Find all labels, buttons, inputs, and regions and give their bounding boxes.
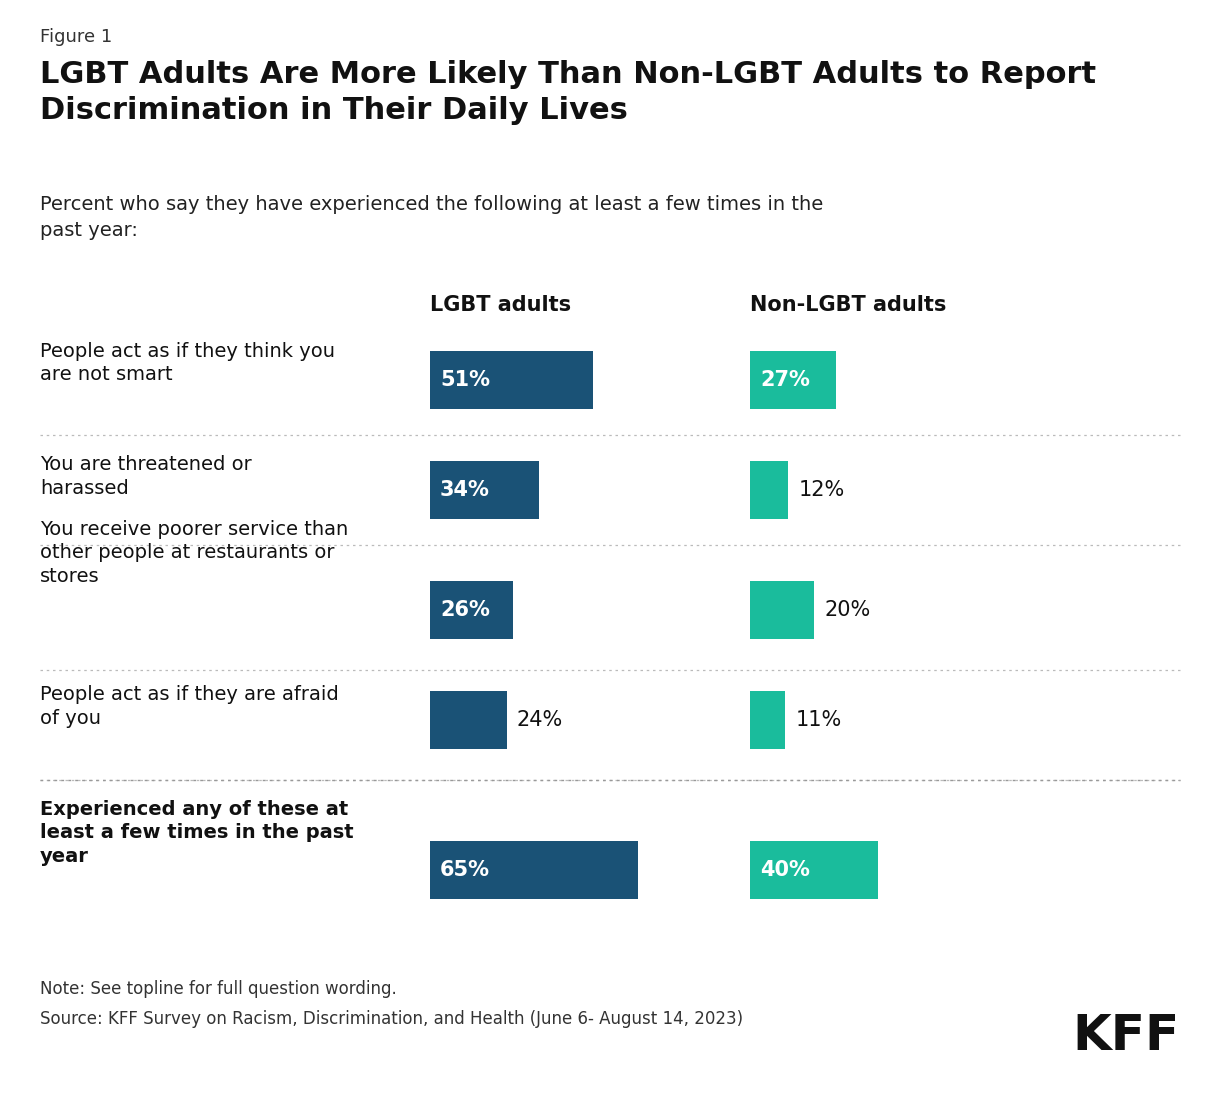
Text: You receive poorer service than
other people at restaurants or
stores: You receive poorer service than other pe… — [40, 520, 348, 586]
Text: Note: See topline for full question wording.: Note: See topline for full question word… — [40, 980, 397, 998]
Text: 12%: 12% — [798, 480, 844, 500]
Bar — [429, 352, 593, 408]
Text: People act as if they are afraid
of you: People act as if they are afraid of you — [40, 685, 339, 728]
Text: 20%: 20% — [824, 600, 870, 620]
Bar — [750, 352, 837, 408]
Text: You are threatened or
harassed: You are threatened or harassed — [40, 455, 251, 498]
Bar — [429, 581, 514, 639]
Text: 24%: 24% — [517, 710, 564, 730]
Bar — [750, 461, 788, 519]
Text: Figure 1: Figure 1 — [40, 28, 112, 46]
Text: 34%: 34% — [440, 480, 490, 500]
Bar — [429, 691, 506, 749]
Text: Source: KFF Survey on Racism, Discrimination, and Health (June 6- August 14, 202: Source: KFF Survey on Racism, Discrimina… — [40, 1010, 743, 1028]
Bar — [750, 841, 878, 899]
Text: 27%: 27% — [760, 371, 810, 389]
Text: Percent who say they have experienced the following at least a few times in the
: Percent who say they have experienced th… — [40, 195, 824, 240]
Text: 65%: 65% — [440, 860, 490, 881]
Bar — [750, 691, 786, 749]
Text: 26%: 26% — [440, 600, 490, 620]
Bar — [429, 461, 539, 519]
Text: 51%: 51% — [440, 371, 490, 389]
Text: LGBT Adults Are More Likely Than Non-LGBT Adults to Report
Discrimination in The: LGBT Adults Are More Likely Than Non-LGB… — [40, 60, 1096, 125]
Text: Experienced any of these at
least a few times in the past
year: Experienced any of these at least a few … — [40, 800, 354, 866]
Text: People act as if they think you
are not smart: People act as if they think you are not … — [40, 341, 336, 385]
Text: Non-LGBT adults: Non-LGBT adults — [750, 295, 947, 315]
Bar — [429, 841, 638, 899]
Text: 40%: 40% — [760, 860, 810, 881]
Text: LGBT adults: LGBT adults — [429, 295, 571, 315]
Text: 11%: 11% — [795, 710, 842, 730]
Text: KFF: KFF — [1072, 1012, 1180, 1060]
Bar — [750, 581, 814, 639]
